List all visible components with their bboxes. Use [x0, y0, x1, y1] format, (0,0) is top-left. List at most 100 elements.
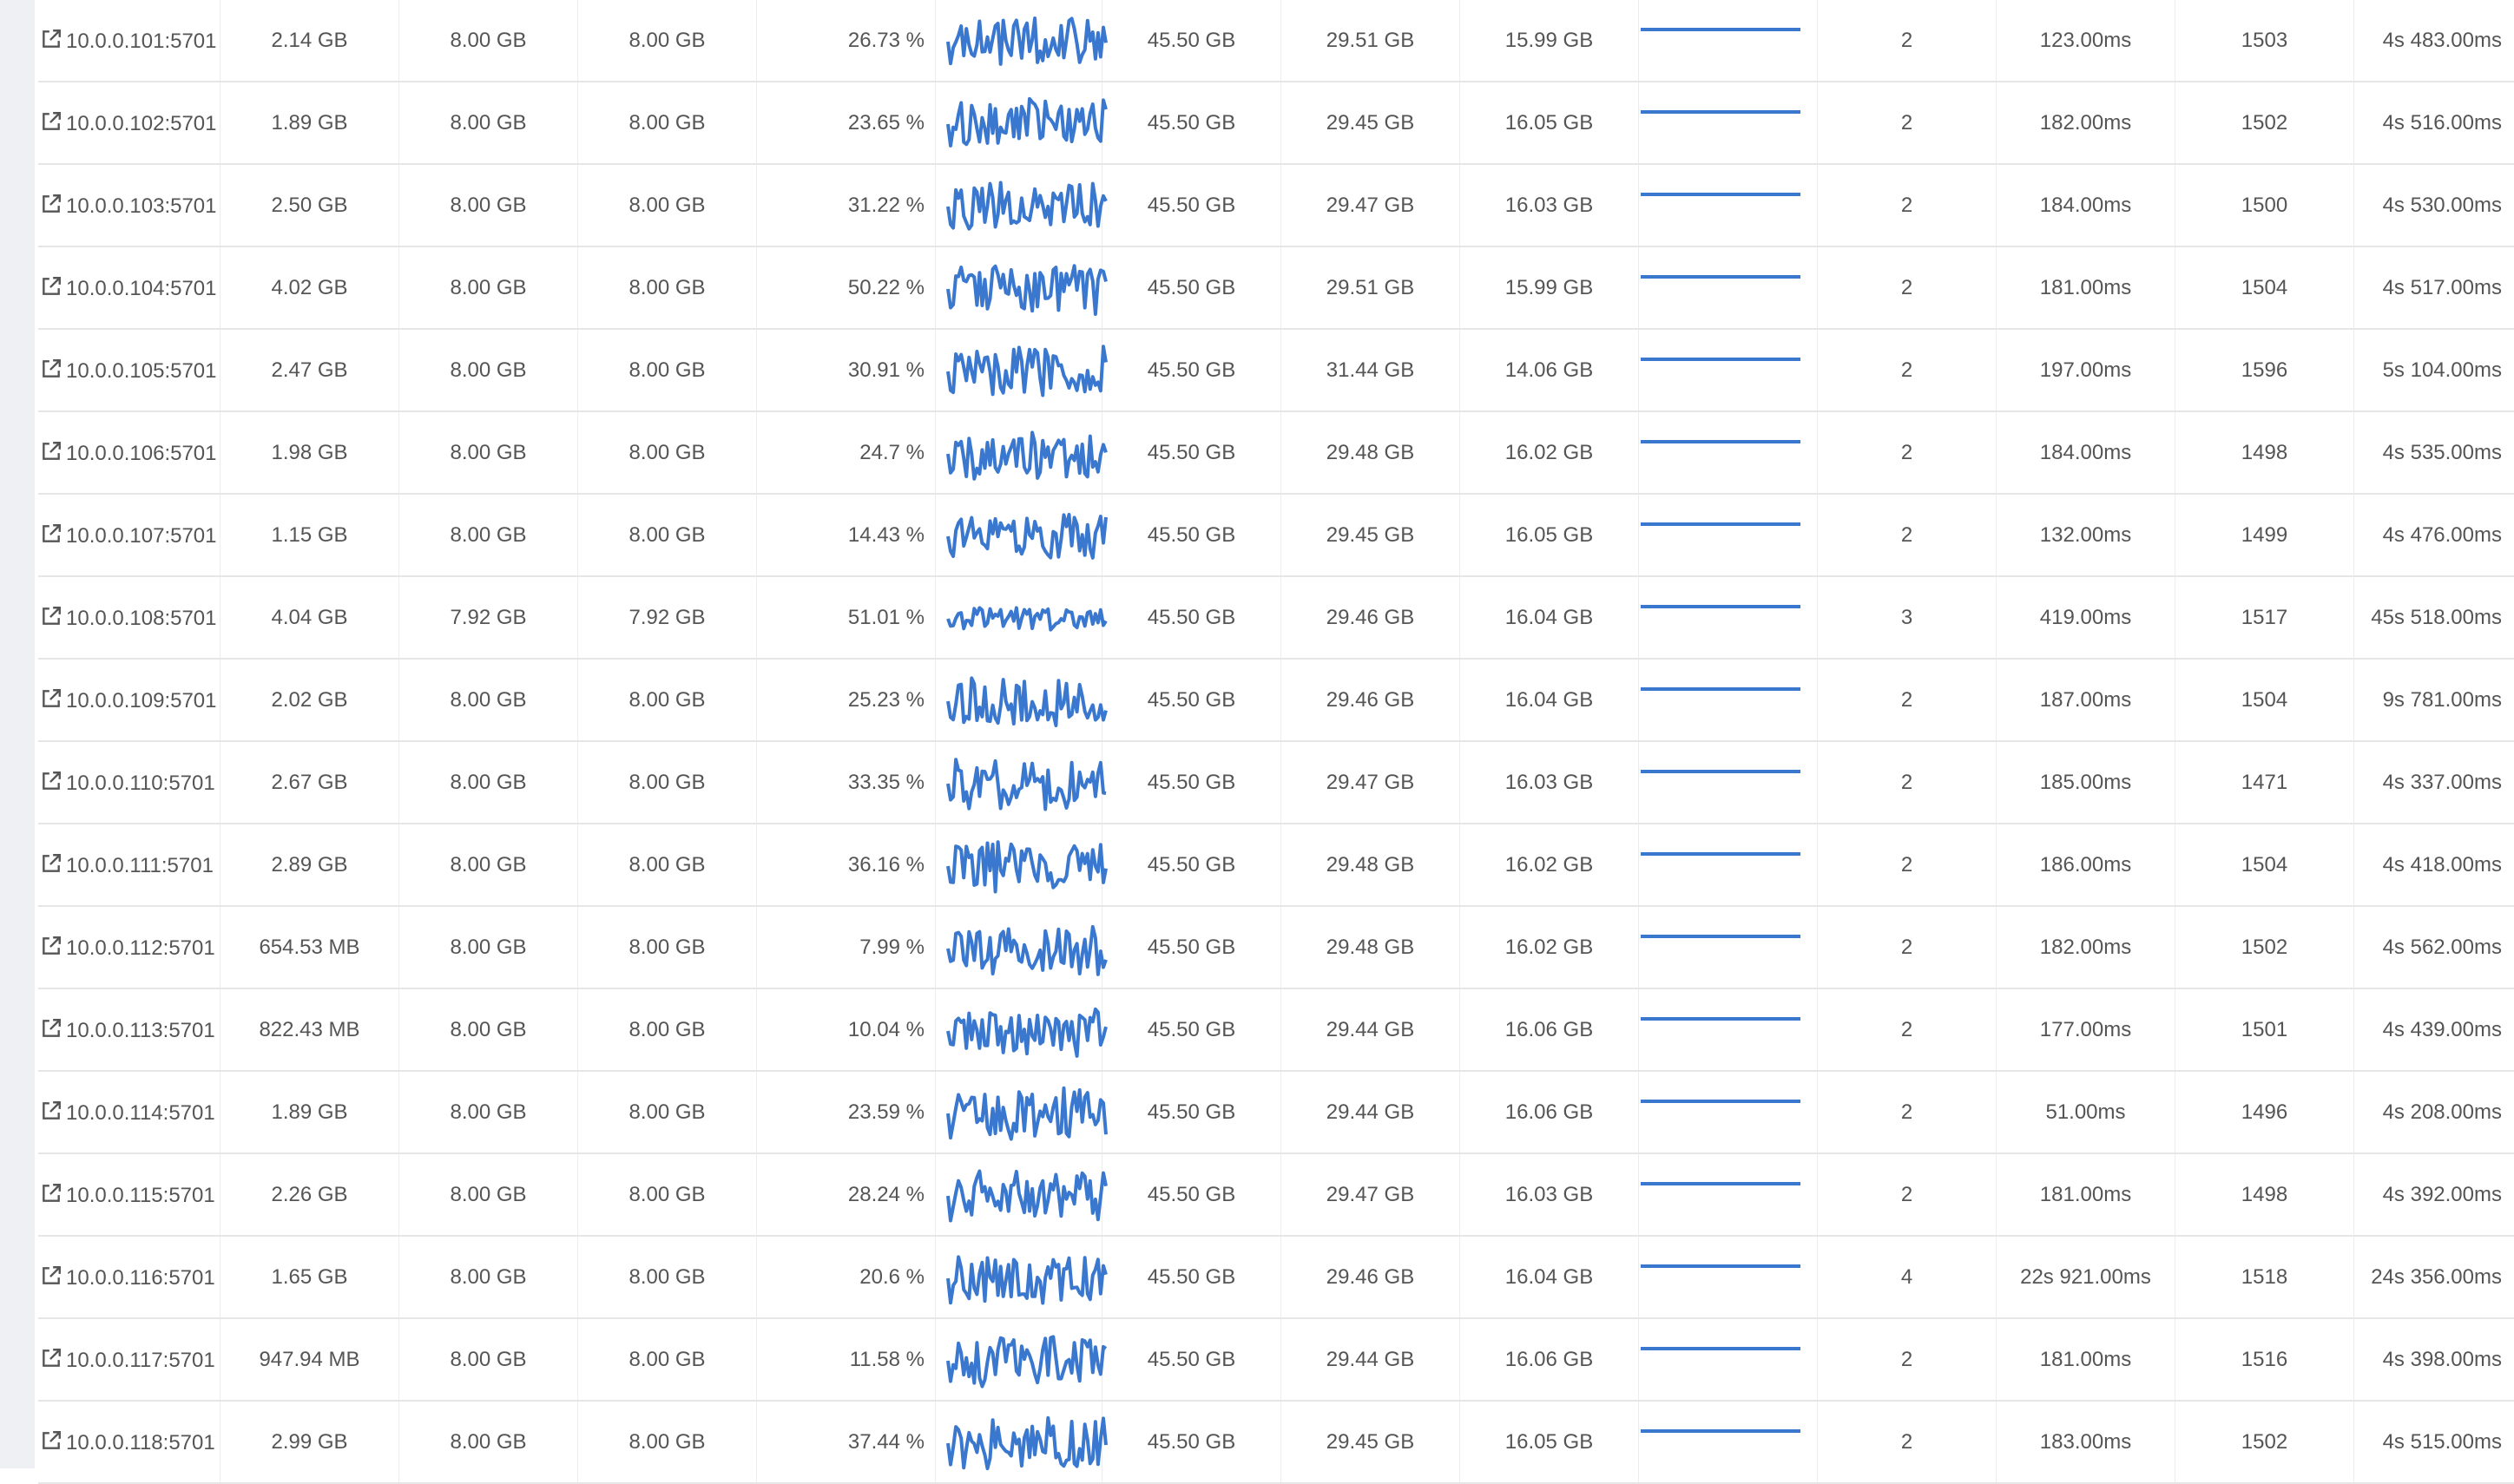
- external-link-icon[interactable]: [40, 440, 63, 463]
- external-link-icon[interactable]: [40, 1429, 63, 1452]
- cpu-sparkline-cell: [1639, 1072, 1818, 1152]
- cpu-sparkline-cell: [1639, 824, 1818, 905]
- minor-gc-count-cell: 2: [1818, 824, 1997, 905]
- member-address-cell[interactable]: 10.0.0.116:5701: [38, 1237, 220, 1317]
- major-gc-time-value: 5s 104.00ms: [2382, 358, 2502, 382]
- external-link-icon[interactable]: [40, 1182, 63, 1205]
- max-heap-cell: 8.00 GB: [578, 0, 757, 81]
- heap-sparkline-cell: [936, 1154, 1108, 1235]
- used-heap-value: 947.94 MB: [259, 1348, 360, 1371]
- member-address-link[interactable]: 10.0.0.105:5701: [66, 359, 217, 384]
- member-address-link[interactable]: 10.0.0.107:5701: [66, 524, 217, 548]
- used-physical-memory-cell: 29.44 GB: [1281, 989, 1460, 1070]
- member-address-cell[interactable]: 10.0.0.118:5701: [38, 1402, 220, 1482]
- major-gc-time-cell: 45s 518.00ms: [2354, 577, 2514, 658]
- member-address-link[interactable]: 10.0.0.114:5701: [66, 1101, 215, 1126]
- member-address-link[interactable]: 10.0.0.102:5701: [66, 112, 217, 136]
- free-physical-memory-value: 16.06 GB: [1504, 1100, 1594, 1124]
- member-address-link[interactable]: 10.0.0.115:5701: [66, 1184, 215, 1208]
- member-address-link[interactable]: 10.0.0.104:5701: [66, 277, 217, 301]
- major-gc-time-cell: 4s 398.00ms: [2354, 1319, 2514, 1400]
- member-address-link[interactable]: 10.0.0.108:5701: [66, 607, 217, 631]
- total-heap-value: 8.00 GB: [450, 1430, 527, 1454]
- external-link-icon[interactable]: [40, 275, 63, 298]
- member-address-cell[interactable]: 10.0.0.104:5701: [38, 247, 220, 328]
- external-link-icon[interactable]: [40, 935, 63, 957]
- flat-sparkline: [1641, 1182, 1800, 1185]
- heap-sparkline-cell: [936, 412, 1108, 493]
- heap-usage-percent-value: 33.35 %: [847, 771, 925, 794]
- external-link-icon[interactable]: [40, 358, 63, 380]
- external-link-icon[interactable]: [40, 852, 63, 875]
- used-heap-cell: 947.94 MB: [220, 1319, 399, 1400]
- external-link-icon[interactable]: [40, 28, 63, 50]
- major-gc-count-value: 1504: [2241, 276, 2288, 299]
- minor-gc-count-value: 2: [1900, 1348, 1913, 1371]
- max-heap-value: 8.00 GB: [628, 111, 706, 135]
- member-address-cell[interactable]: 10.0.0.106:5701: [38, 412, 220, 493]
- member-address-cell[interactable]: 10.0.0.101:5701: [38, 0, 220, 81]
- member-address-link[interactable]: 10.0.0.112:5701: [66, 936, 215, 961]
- external-link-icon[interactable]: [40, 193, 63, 215]
- major-gc-time-value: 4s 517.00ms: [2382, 276, 2502, 299]
- sparkline-path: [946, 1255, 1108, 1305]
- member-address-link[interactable]: 10.0.0.101:5701: [66, 30, 217, 54]
- sparkline-path: [946, 345, 1108, 397]
- member-address-cell[interactable]: 10.0.0.111:5701: [38, 824, 220, 905]
- major-gc-count-cell: 1501: [2175, 989, 2354, 1070]
- sparkline-path: [946, 1169, 1108, 1223]
- external-link-icon[interactable]: [40, 605, 63, 627]
- member-address-cell[interactable]: 10.0.0.115:5701: [38, 1154, 220, 1235]
- external-link-icon[interactable]: [40, 110, 63, 133]
- member-address-link[interactable]: 10.0.0.109:5701: [66, 689, 217, 713]
- minor-gc-time-cell: 132.00ms: [1997, 495, 2175, 575]
- free-physical-memory-cell: 16.04 GB: [1460, 1237, 1639, 1317]
- flat-sparkline: [1641, 28, 1800, 31]
- heap-usage-percent-value: 24.7 %: [859, 441, 925, 464]
- external-link-icon[interactable]: [40, 1017, 63, 1040]
- member-address-cell[interactable]: 10.0.0.112:5701: [38, 907, 220, 988]
- total-heap-value: 8.00 GB: [450, 441, 527, 464]
- member-address-link[interactable]: 10.0.0.106:5701: [66, 442, 217, 466]
- used-physical-memory-cell: 29.48 GB: [1281, 907, 1460, 988]
- external-link-icon[interactable]: [40, 1100, 63, 1122]
- flat-sparkline: [1641, 193, 1800, 196]
- external-link-icon[interactable]: [40, 1264, 63, 1287]
- member-address-cell[interactable]: 10.0.0.113:5701: [38, 989, 220, 1070]
- table-row: 10.0.0.103:5701 2.50 GB 8.00 GB 8.00 GB 31.2…: [38, 165, 2514, 247]
- major-gc-time-cell: 4s 418.00ms: [2354, 824, 2514, 905]
- minor-gc-count-cell: 2: [1818, 1319, 1997, 1400]
- total-heap-value: 8.00 GB: [450, 1183, 527, 1206]
- minor-gc-count-value: 2: [1900, 1100, 1913, 1124]
- member-address-link[interactable]: 10.0.0.116:5701: [66, 1266, 215, 1290]
- free-physical-memory-cell: 16.05 GB: [1460, 495, 1639, 575]
- member-address-cell[interactable]: 10.0.0.109:5701: [38, 660, 220, 740]
- free-physical-memory-cell: 16.03 GB: [1460, 165, 1639, 246]
- heap-sparkline-cell: [936, 82, 1108, 163]
- heap-usage-percent-value: 25.23 %: [847, 688, 925, 712]
- member-address-link[interactable]: 10.0.0.118:5701: [66, 1431, 215, 1455]
- member-address-link[interactable]: 10.0.0.113:5701: [66, 1019, 215, 1043]
- member-address-cell[interactable]: 10.0.0.102:5701: [38, 82, 220, 163]
- external-link-icon[interactable]: [40, 770, 63, 792]
- member-address-cell[interactable]: 10.0.0.103:5701: [38, 165, 220, 246]
- table-row: 10.0.0.107:5701 1.15 GB 8.00 GB 8.00 GB 14.4…: [38, 495, 2514, 577]
- member-address-cell[interactable]: 10.0.0.108:5701: [38, 577, 220, 658]
- member-address-link[interactable]: 10.0.0.117:5701: [66, 1349, 215, 1373]
- member-address-cell[interactable]: 10.0.0.105:5701: [38, 330, 220, 410]
- member-address-link[interactable]: 10.0.0.110:5701: [66, 772, 215, 796]
- external-link-icon[interactable]: [40, 687, 63, 710]
- total-heap-value: 8.00 GB: [450, 358, 527, 382]
- used-physical-memory-value: 29.45 GB: [1326, 111, 1415, 135]
- used-heap-value: 822.43 MB: [259, 1018, 360, 1041]
- member-address-link[interactable]: 10.0.0.111:5701: [66, 854, 214, 878]
- external-link-icon[interactable]: [40, 1347, 63, 1369]
- member-address-link[interactable]: 10.0.0.103:5701: [66, 194, 217, 219]
- member-address-cell[interactable]: 10.0.0.110:5701: [38, 742, 220, 823]
- member-address-cell[interactable]: 10.0.0.114:5701: [38, 1072, 220, 1152]
- cpu-sparkline-cell: [1639, 907, 1818, 988]
- member-address-cell[interactable]: 10.0.0.107:5701: [38, 495, 220, 575]
- member-address-cell[interactable]: 10.0.0.117:5701: [38, 1319, 220, 1400]
- external-link-icon[interactable]: [40, 522, 63, 545]
- heap-usage-sparkline: [946, 96, 1108, 148]
